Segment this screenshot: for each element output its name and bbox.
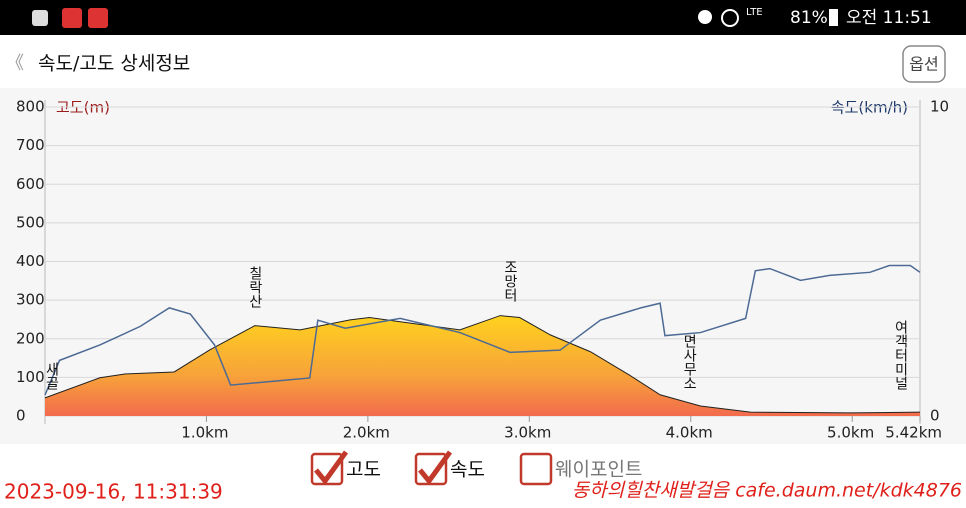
battery: 81%	[790, 8, 828, 28]
x-tick-label: 3.0km	[504, 424, 551, 442]
watermark: 동하의힐찬새발걸음 cafe.daum.net/kdk4876	[572, 480, 962, 502]
elevation-line	[44, 315, 921, 414]
checkmark[interactable]	[418, 450, 453, 486]
place-label: 조망터	[502, 260, 518, 302]
status-icon	[721, 9, 739, 27]
y-tick-label: 0	[16, 407, 26, 425]
timestamp: 2023-09-16, 11:31:39	[4, 480, 223, 504]
y-tick-label: 500	[16, 213, 45, 231]
status-icon	[32, 10, 48, 26]
y-tick-label: 600	[16, 175, 45, 193]
clock: 오전 11:51	[846, 8, 932, 28]
y-tick-label: 700	[16, 136, 45, 154]
options-label[interactable]: 옵션	[909, 55, 938, 74]
y2-tick-label: 0	[930, 407, 940, 425]
y-tick-label: 100	[16, 368, 45, 386]
x-tick-label: 5.42km	[885, 424, 942, 442]
elevation-area	[45, 315, 920, 416]
options-button[interactable]	[902, 45, 946, 83]
status-bar	[0, 0, 966, 35]
place-label: 여객터미널	[893, 320, 909, 390]
network: LTE	[746, 7, 763, 18]
speed-line	[44, 264, 921, 396]
checkmark[interactable]	[314, 450, 349, 486]
x-tick-label: 2.0km	[343, 424, 390, 442]
checkbox-label[interactable]: 웨이포인트	[555, 459, 642, 481]
back-button[interactable]: 《	[6, 53, 24, 74]
place-label: 칠락산	[247, 266, 263, 308]
checkbox[interactable]	[519, 452, 553, 486]
plot	[44, 106, 921, 422]
status-icon	[88, 8, 108, 28]
place-label: 면사무소	[681, 334, 697, 390]
y-tick-label: 300	[16, 291, 45, 309]
x-tick-label: 4.0km	[666, 424, 713, 442]
x-tick-label: 1.0km	[181, 424, 228, 442]
y-tick-label: 400	[16, 252, 45, 270]
battery-icon	[829, 9, 838, 26]
y-tick-label: 200	[16, 329, 45, 347]
status-icon	[62, 8, 82, 28]
place-label: 새골	[43, 362, 59, 390]
status-icon	[698, 10, 712, 24]
y-tick-label: 800	[16, 98, 45, 116]
checkbox-label[interactable]: 속도	[450, 459, 485, 481]
y2-tick-label: 10	[930, 98, 949, 116]
checkbox-label[interactable]: 고도	[346, 459, 381, 481]
screen-title: 속도/고도 상세정보	[38, 53, 190, 75]
x-tick-label: 5.0km	[827, 424, 874, 442]
